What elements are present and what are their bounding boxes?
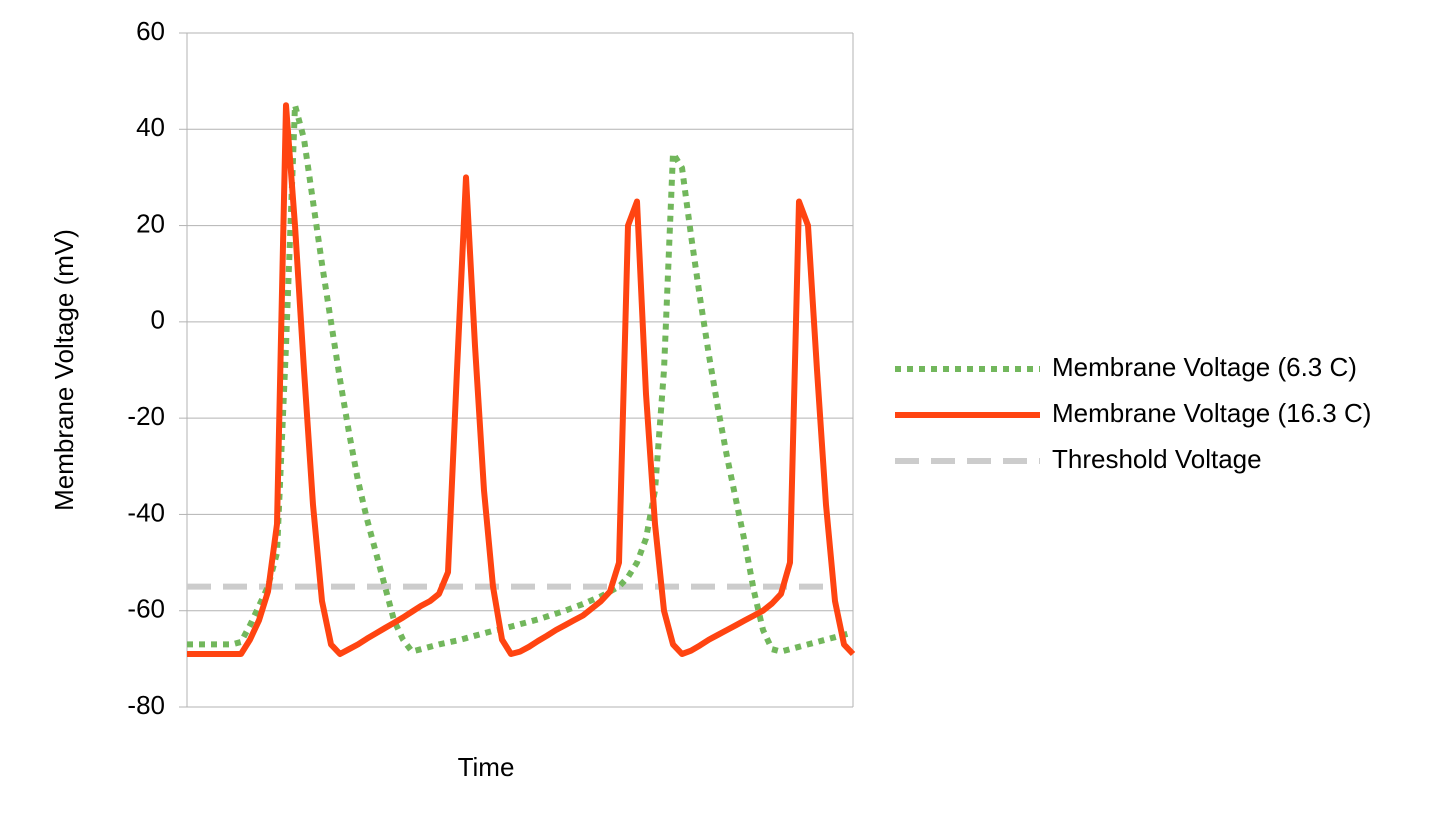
y-tick-label: -20 xyxy=(127,401,165,431)
y-tick-label: 40 xyxy=(136,112,165,142)
y-tick-label: 60 xyxy=(136,16,165,46)
y-tick-label: -40 xyxy=(127,497,165,527)
legend-label: Membrane Voltage (16.3 C) xyxy=(1052,398,1371,428)
y-axis-label: Membrane Voltage (mV) xyxy=(49,229,79,511)
y-tick-label: -80 xyxy=(127,690,165,720)
y-tick-label: 0 xyxy=(151,305,165,335)
legend-label: Membrane Voltage (6.3 C) xyxy=(1052,352,1357,382)
series-line xyxy=(187,102,856,657)
y-tick-label: 20 xyxy=(136,208,165,238)
legend-label: Threshold Voltage xyxy=(1052,444,1262,474)
y-tick-label: -60 xyxy=(127,594,165,624)
x-axis-label: Time xyxy=(458,752,515,782)
